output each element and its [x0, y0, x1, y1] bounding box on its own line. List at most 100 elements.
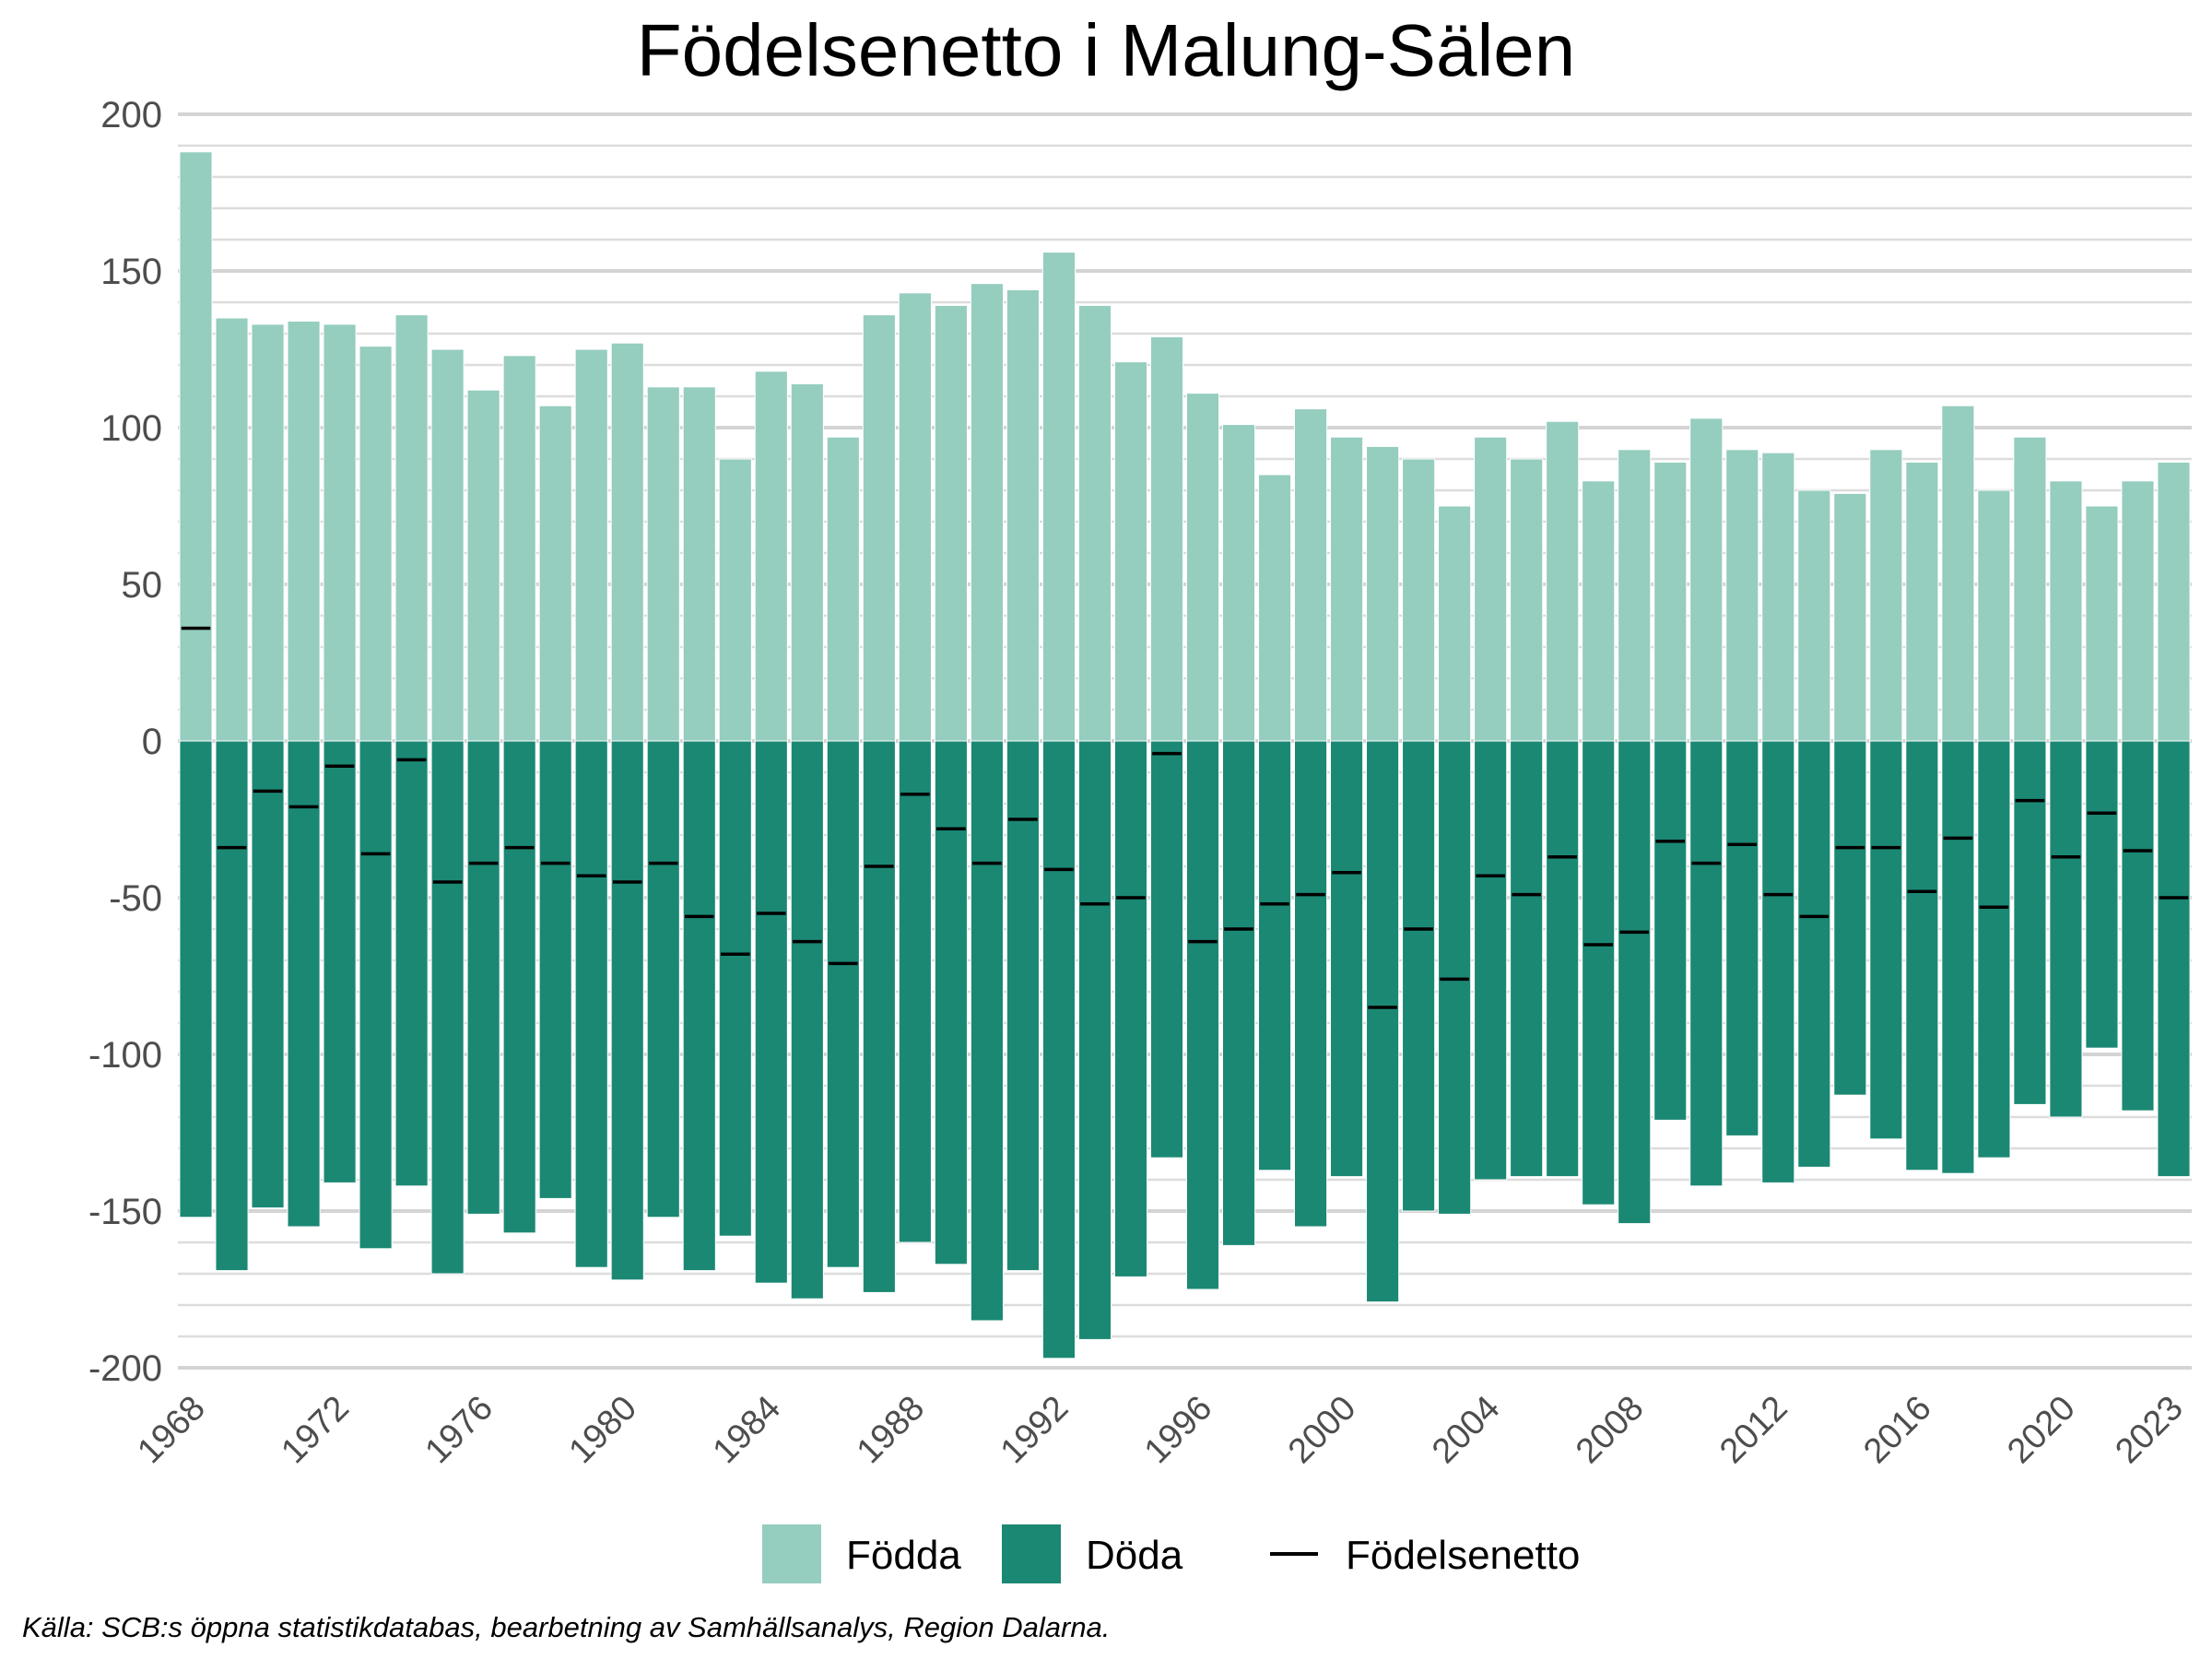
bar-doda	[1977, 740, 2011, 1159]
bar-doda	[610, 740, 644, 1281]
bar-fodda	[574, 348, 608, 742]
bar-doda	[1869, 740, 1903, 1140]
bar-fodda	[1366, 445, 1400, 742]
y-tick-label: 50	[122, 565, 163, 606]
y-tick-label: -50	[109, 878, 162, 919]
bar-fodda	[1725, 449, 1759, 742]
bar-fodda	[970, 283, 1004, 742]
netto-marks	[181, 626, 2189, 1009]
bar-fodda	[898, 292, 932, 742]
bar-fodda	[1653, 461, 1688, 742]
bar-fodda	[1761, 452, 1795, 742]
y-tick-label: -150	[88, 1192, 162, 1232]
bar-fodda	[359, 346, 393, 742]
bar-doda	[1041, 740, 1076, 1359]
bar-fodda	[1510, 458, 1544, 742]
y-tick-label: -100	[88, 1035, 162, 1076]
bar-fodda	[1330, 436, 1364, 742]
bar-doda	[1402, 740, 1436, 1212]
bar-doda	[1113, 740, 1148, 1277]
bar-fodda	[1006, 288, 1040, 742]
bar-doda	[466, 740, 500, 1215]
chart-title: Födelsenetto i Malung-Sälen	[637, 9, 1575, 91]
bar-doda	[1077, 740, 1112, 1340]
y-tick-label: 100	[100, 408, 162, 449]
bar-fodda	[1474, 436, 1508, 742]
bar-doda	[1221, 740, 1256, 1246]
bar-fodda	[718, 458, 752, 742]
y-axis: 200 150 100 50 0 -50 -100 -150 -200	[88, 95, 162, 1389]
legend-key-doda	[1002, 1524, 1061, 1583]
bar-fodda	[323, 324, 357, 742]
bar-doda	[1294, 740, 1328, 1228]
bar-fodda	[1941, 405, 1975, 742]
bar-doda	[215, 740, 249, 1272]
bar-fodda	[1618, 449, 1652, 742]
legend: Födda Döda Födelsenetto	[762, 1524, 1580, 1583]
bar-doda	[1905, 740, 1939, 1171]
y-tick-label: 150	[100, 252, 162, 292]
bar-doda	[1833, 740, 1867, 1096]
bar-fodda	[1797, 489, 1831, 742]
bar-doda	[1510, 740, 1544, 1178]
bar-doda	[359, 740, 393, 1250]
bar-doda	[502, 740, 536, 1234]
bars	[179, 151, 2191, 1359]
bar-doda	[934, 740, 968, 1265]
bar-fodda	[1869, 449, 1903, 742]
bar-fodda	[790, 382, 824, 742]
legend-key-fodda	[762, 1524, 821, 1583]
bar-doda	[1618, 740, 1652, 1225]
bar-doda	[394, 740, 429, 1187]
bar-doda	[1330, 740, 1364, 1178]
legend-label-fodda: Födda	[846, 1533, 961, 1578]
y-tick-label: 0	[142, 722, 162, 762]
bar-fodda	[1438, 505, 1472, 742]
bar-fodda	[1113, 361, 1148, 742]
bar-fodda	[1149, 335, 1184, 742]
bar-fodda	[682, 386, 716, 742]
bar-fodda	[1977, 489, 2011, 742]
bar-fodda	[502, 355, 536, 742]
bar-doda	[1546, 740, 1580, 1178]
bar-fodda	[1221, 424, 1256, 742]
bar-fodda	[2049, 480, 2083, 742]
bar-fodda	[1582, 480, 1616, 742]
bar-doda	[538, 740, 572, 1199]
bar-doda	[251, 740, 285, 1209]
bar-fodda	[179, 151, 213, 742]
legend-label-doda: Döda	[1086, 1533, 1183, 1578]
bar-doda	[1474, 740, 1508, 1181]
bar-fodda	[934, 304, 968, 742]
bar-fodda	[1546, 420, 1580, 742]
bar-doda	[862, 740, 896, 1293]
bar-fodda	[1257, 474, 1292, 742]
bar-doda	[2013, 740, 2047, 1105]
bar-doda	[1149, 740, 1184, 1159]
y-tick-label: -200	[88, 1348, 162, 1389]
bar-fodda	[646, 386, 680, 742]
bar-doda	[826, 740, 860, 1268]
bar-doda	[646, 740, 680, 1218]
bar-fodda	[538, 405, 572, 742]
bar-doda	[1797, 740, 1831, 1168]
bar-fodda	[2157, 461, 2191, 742]
bar-doda	[179, 740, 213, 1218]
bar-doda	[287, 740, 321, 1228]
bar-doda	[430, 740, 465, 1275]
bar-doda	[1366, 740, 1400, 1303]
bar-fodda	[1833, 492, 1867, 742]
bar-doda	[790, 740, 824, 1300]
bar-fodda	[215, 317, 249, 742]
bar-doda	[2157, 740, 2191, 1178]
bar-doda	[682, 740, 716, 1272]
bar-fodda	[1905, 461, 1939, 742]
bar-fodda	[1294, 408, 1328, 742]
bar-fodda	[430, 348, 465, 742]
bar-doda	[2049, 740, 2083, 1118]
bar-fodda	[754, 371, 788, 742]
bar-fodda	[2085, 505, 2119, 742]
bar-doda	[1006, 740, 1040, 1272]
y-tick-label: 200	[100, 95, 162, 135]
